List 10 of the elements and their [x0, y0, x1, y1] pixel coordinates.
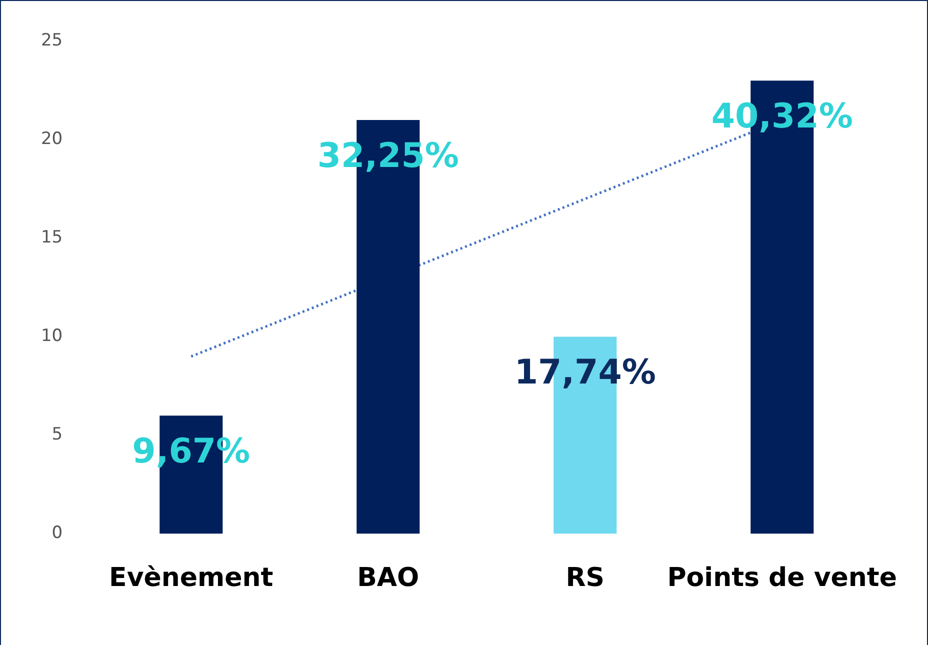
x-tick-label: RS — [566, 563, 605, 594]
y-tick-label: 10 — [40, 326, 63, 346]
y-tick-label: 5 — [52, 424, 63, 445]
y-tick-label: 0 — [52, 523, 63, 544]
x-tick-label: Points de vente — [667, 563, 897, 594]
x-tick-label: BAO — [357, 563, 420, 594]
y-tick-label: 25 — [40, 30, 63, 51]
y-tick-label: 20 — [40, 129, 63, 150]
y-tick-label: 15 — [40, 228, 63, 248]
x-tick-label: Evènement — [109, 563, 274, 594]
